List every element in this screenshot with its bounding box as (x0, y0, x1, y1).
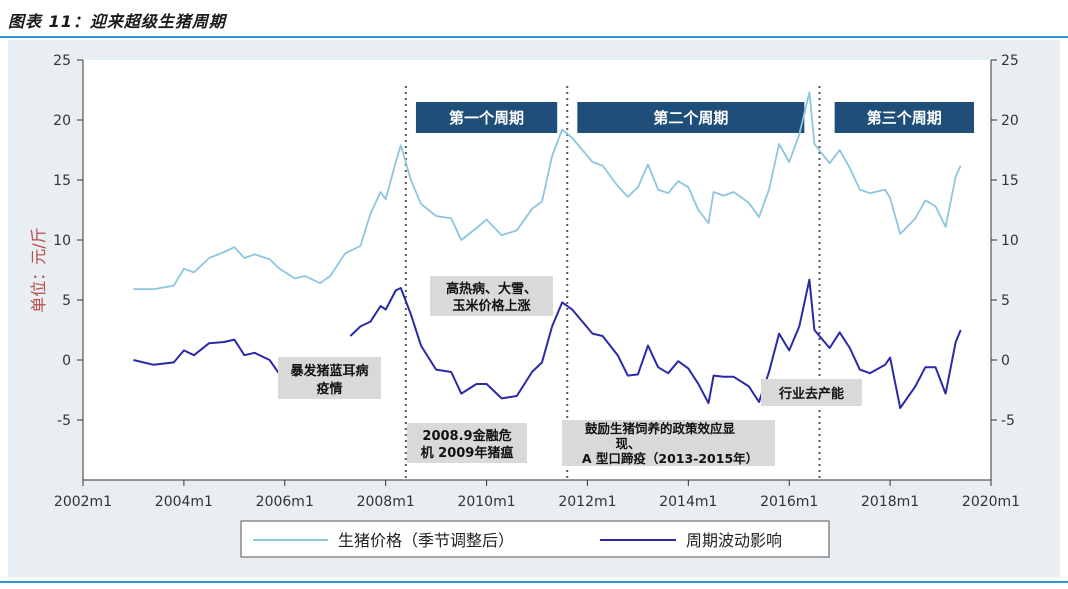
annotation-line: 现、 (615, 436, 640, 451)
x-tick-label: 2012m1 (558, 494, 616, 510)
y-tick-label-left: 20 (53, 113, 71, 129)
legend-box (240, 520, 830, 558)
annotation-line: 疫情 (316, 381, 342, 397)
x-tick-label: 2006m1 (256, 494, 314, 510)
cycle-label: 第二个周期 (653, 109, 728, 127)
cycle-series-line (349, 278, 962, 409)
y-tick-label-left: -5 (57, 413, 71, 429)
cycle-label: 第三个周期 (867, 109, 942, 127)
annotation-box (278, 357, 381, 399)
legend-label-cycle: 周期波动影响 (686, 531, 782, 550)
y-tick-label-left: 10 (53, 233, 71, 249)
annotation-line: 玉米价格上涨 (452, 298, 530, 314)
x-tick-label: 2004m1 (155, 494, 213, 510)
x-tick-label: 2018m1 (861, 494, 919, 510)
annotation-box (562, 420, 775, 466)
y-tick-label-left: 15 (53, 173, 71, 189)
annotation-box (761, 379, 862, 406)
x-tick-label: 2010m1 (457, 494, 515, 510)
figure-title: 图表 11：迎来超级生猪周期 (8, 12, 226, 31)
bottom-divider (0, 581, 1068, 583)
y-tick-label-left: 25 (53, 53, 71, 69)
y-tick-label-left: 0 (62, 353, 71, 369)
cycle-label: 第一个周期 (449, 109, 524, 127)
y-tick-label-right: 5 (1001, 293, 1010, 309)
x-tick-label: 2002m1 (54, 494, 112, 510)
y-tick-label-right: -5 (1001, 413, 1015, 429)
x-tick-label: 2016m1 (760, 494, 818, 510)
annotation-line: 鼓励生猪饲养的政策效应显 (585, 421, 736, 436)
annot-policy: 鼓励生猪饲养的政策效应显 现、 A 型口蹄疫（2013-2015年） (562, 420, 775, 466)
annotation-line: A 型口蹄疫（2013-2015年） (582, 451, 758, 466)
annotation-box (430, 276, 553, 316)
annotation-line: 行业去产能 (778, 386, 844, 402)
y-tick-label-right: 15 (1001, 173, 1019, 189)
legend-label-price: 生猪价格（季节调整后） (338, 531, 514, 550)
cycle-series-line (133, 338, 286, 385)
y-axis-label: 单位：元/斤 (29, 227, 48, 312)
annot-financial-crisis: 2008.9金融危 机 2009年猪瘟 (407, 423, 527, 463)
title-divider (0, 36, 1068, 38)
annot-high-fever: 高热病、大雪、 玉米价格上涨 (430, 276, 553, 316)
x-tick-label: 2020m1 (962, 494, 1020, 510)
annot-capacity: 行业去产能 (761, 379, 862, 406)
price-series-line (133, 91, 962, 291)
annotation-line: 2008.9金融危 (422, 428, 511, 444)
y-tick-label-right: 20 (1001, 113, 1019, 129)
x-tick-label: 2014m1 (659, 494, 717, 510)
cycle-label-box (415, 102, 558, 133)
annot-blue-ear: 暴发猪蓝耳病 疫情 (278, 357, 381, 399)
annotation-line: 机 2009年猪瘟 (421, 445, 514, 461)
y-tick-label-left: 5 (62, 293, 71, 309)
legend: 生猪价格（季节调整后） 周期波动影响 (240, 520, 830, 558)
x-tick-label: 2008m1 (357, 494, 415, 510)
annotation-box (407, 423, 527, 463)
y-tick-label-right: 0 (1001, 353, 1010, 369)
annotation-line: 暴发猪蓝耳病 (289, 363, 368, 379)
cycle-label-box (577, 102, 805, 133)
y-tick-label-right: 10 (1001, 233, 1019, 249)
y-tick-label-right: 25 (1001, 53, 1019, 69)
cycle-label-box (834, 102, 974, 133)
annotation-line: 高热病、大雪、 (446, 281, 537, 297)
